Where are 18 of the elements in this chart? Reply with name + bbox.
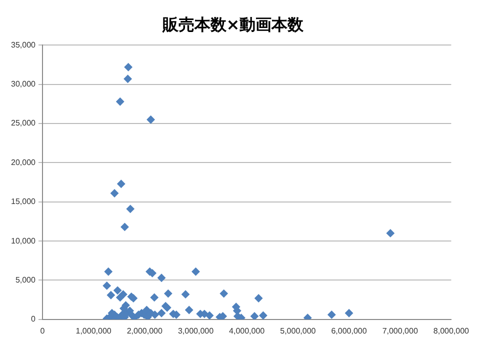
x-tick-label: 3,000,000 xyxy=(178,326,214,336)
y-tick-label: 5,000 xyxy=(15,275,36,284)
y-tick-label: 10,000 xyxy=(11,236,36,246)
x-tick-label: 2,000,000 xyxy=(126,326,163,336)
y-tick-label: 15,000 xyxy=(11,197,36,206)
y-tick-label: 35,000 xyxy=(11,40,36,50)
x-tick-label: 0 xyxy=(40,326,46,336)
x-tick-label: 1,000,000 xyxy=(76,326,112,336)
y-tick-label: 0 xyxy=(31,314,36,324)
y-tick-label: 30,000 xyxy=(11,80,36,89)
x-tick-label: 5,000,000 xyxy=(280,326,316,336)
x-tick-label: 7,000,000 xyxy=(382,326,418,336)
x-tick-label: 4,000,000 xyxy=(229,326,266,336)
x-tick-label: 6,000,000 xyxy=(331,326,368,336)
x-tick-label: 8,000,000 xyxy=(433,326,470,336)
y-tick-label: 20,000 xyxy=(11,158,36,167)
y-tick-label: 25,000 xyxy=(11,118,36,128)
chart-title: 販売本数×動画本数 xyxy=(161,14,305,34)
